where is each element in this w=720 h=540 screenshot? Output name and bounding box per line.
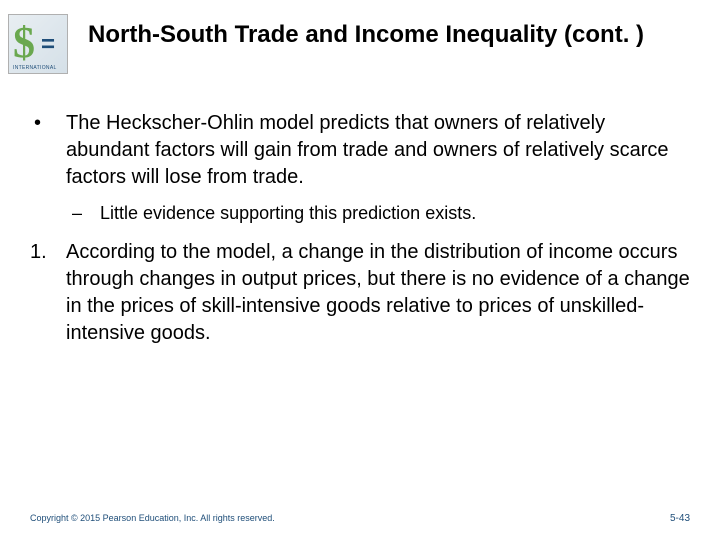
copyright-text: Copyright © 2015 Pearson Education, Inc.…	[30, 513, 275, 523]
sub-bullet-marker: –	[66, 201, 100, 225]
bullet-marker: •	[30, 110, 66, 137]
bullet-item: • The Heckscher-Ohlin model predicts tha…	[30, 110, 690, 191]
bullet-text: The Heckscher-Ohlin model predicts that …	[66, 110, 690, 191]
logo-dollar-icon: $	[13, 21, 35, 65]
slide-footer: Copyright © 2015 Pearson Education, Inc.…	[30, 513, 690, 524]
slide-container: $ = INTERNATIONAL North-South Trade and …	[0, 0, 720, 540]
slide-body: • The Heckscher-Ohlin model predicts tha…	[30, 110, 690, 357]
number-marker: 1.	[30, 239, 66, 266]
logo-equals-icon: =	[41, 33, 55, 57]
logo-caption: INTERNATIONAL	[13, 65, 57, 71]
numbered-text: According to the model, a change in the …	[66, 239, 690, 347]
sub-bullet-text: Little evidence supporting this predicti…	[100, 201, 476, 225]
numbered-item: 1. According to the model, a change in t…	[30, 239, 690, 347]
sub-bullet-item: – Little evidence supporting this predic…	[66, 201, 690, 225]
header-logo-icon: $ = INTERNATIONAL	[8, 14, 68, 74]
slide-title: North-South Trade and Income Inequality …	[88, 20, 680, 50]
page-number: 5-43	[670, 513, 690, 524]
